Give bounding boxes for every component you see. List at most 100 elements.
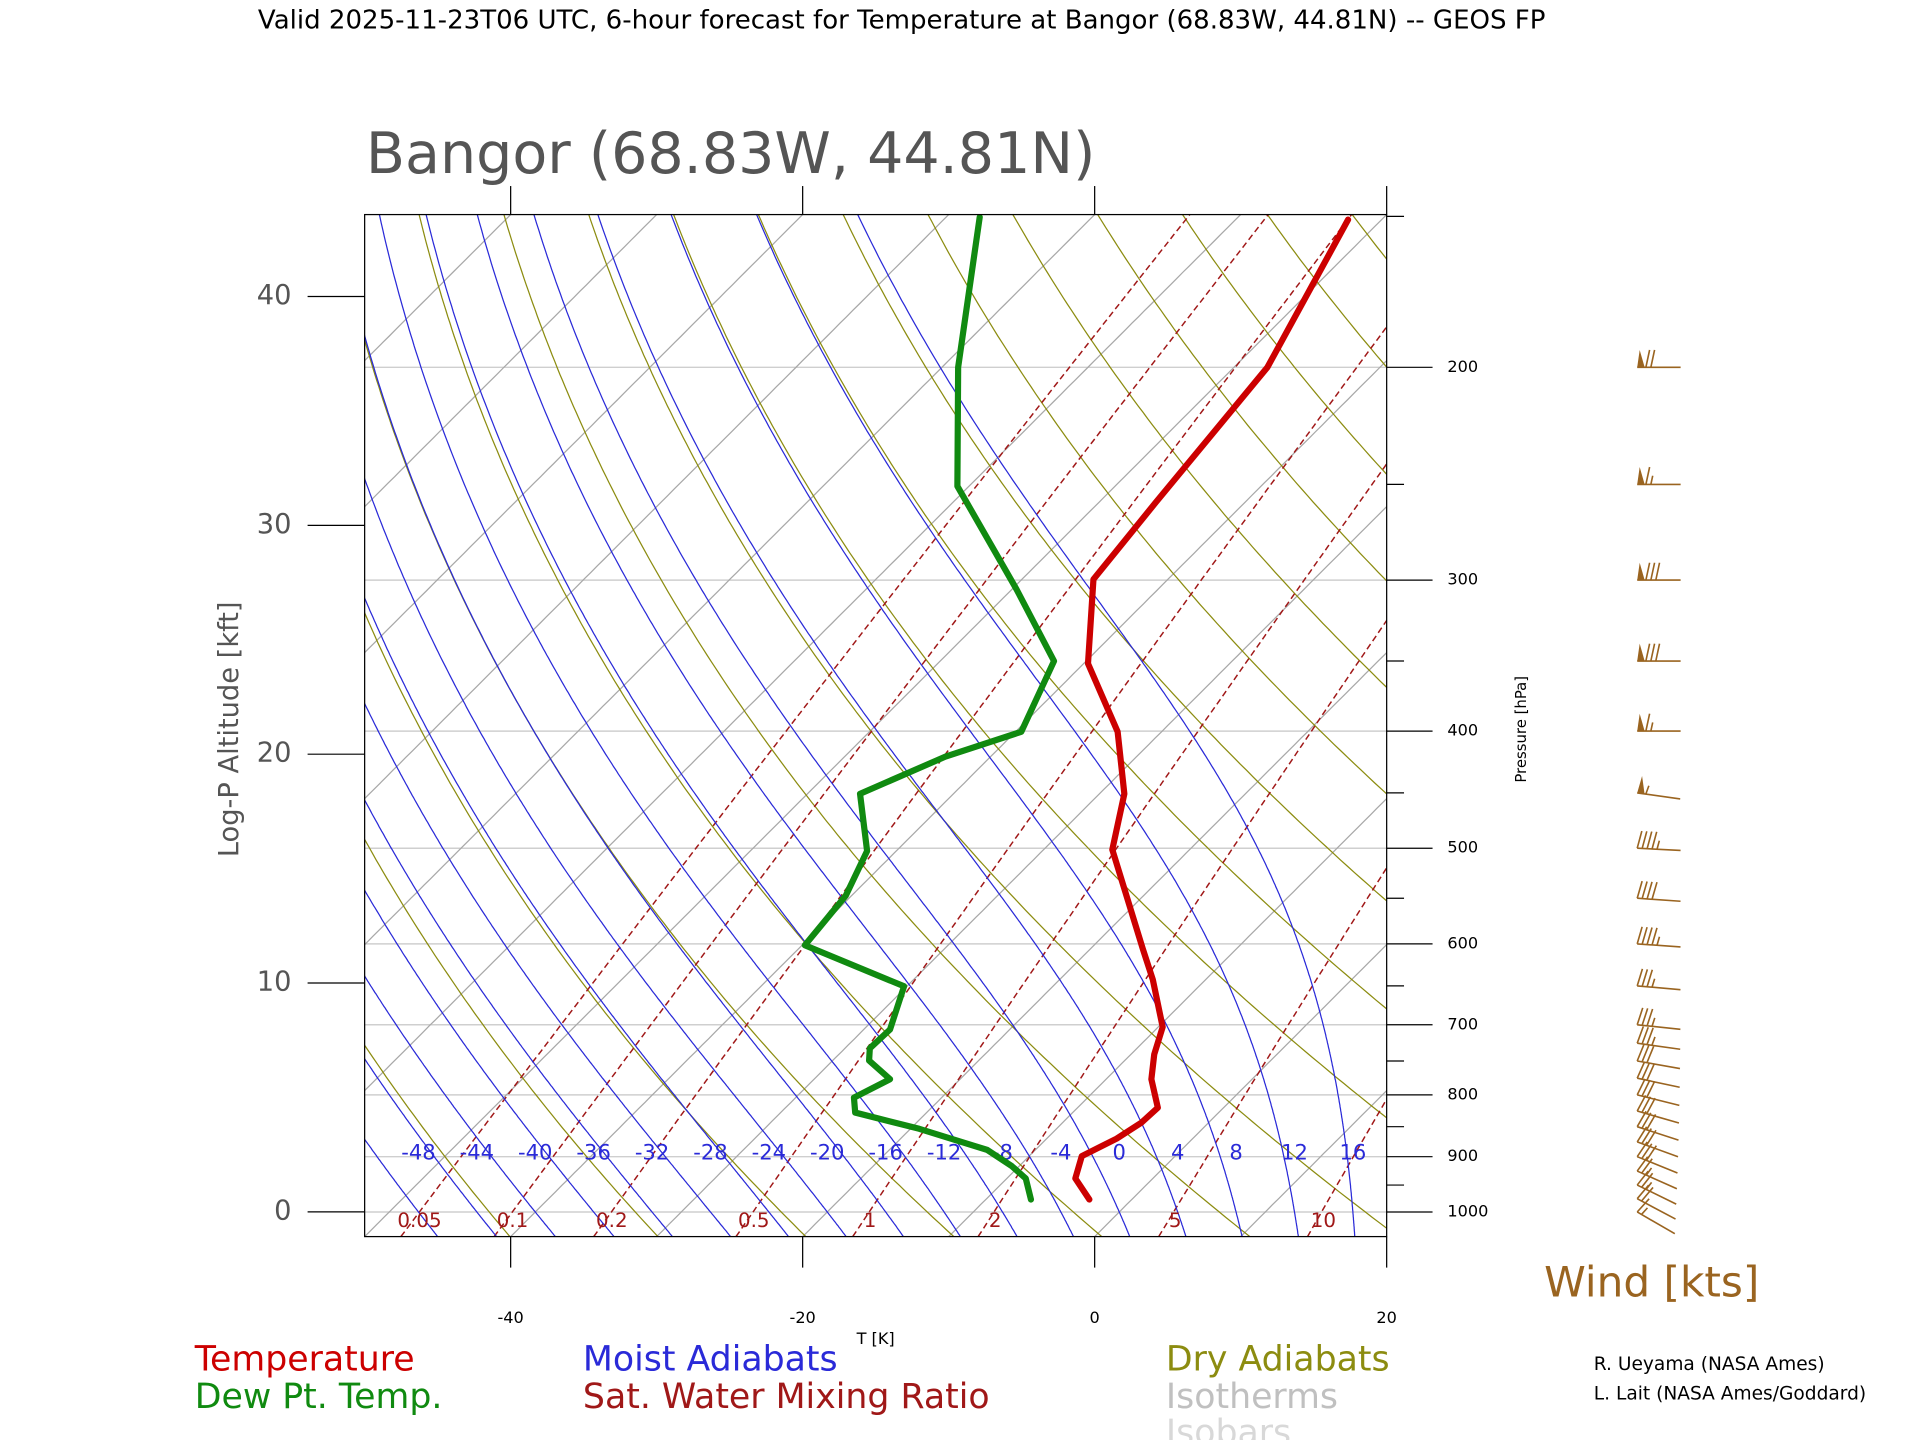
barb-full — [1641, 1158, 1653, 1174]
moist-adiabat-label: -48 — [401, 1139, 435, 1164]
barb-shaft — [1637, 985, 1681, 991]
wind-barb — [1636, 1094, 1680, 1124]
moist-adiabat-label: -40 — [518, 1139, 552, 1164]
dry-adiabat — [842, 214, 1387, 902]
mixing-ratio-label: 1 — [864, 1209, 877, 1232]
mixing-ratio-label: 5 — [1169, 1209, 1182, 1232]
mixing-ratio-line — [852, 462, 1387, 1237]
wind-barb — [1636, 880, 1681, 903]
dry-adiabat — [364, 1044, 511, 1237]
y-tick-label: 30 — [257, 509, 292, 540]
legend-entry: Dew Pt. Temp. — [195, 1377, 443, 1417]
moist-adiabat — [364, 596, 790, 1237]
dry-adiabat — [503, 214, 1251, 1237]
dry-adiabat — [1012, 214, 1387, 689]
dry-adiabat — [757, 214, 1387, 1010]
moist-adiabat-label: -4 — [1050, 1139, 1071, 1164]
barb-half — [1651, 1017, 1656, 1027]
barb-shaft — [1637, 792, 1681, 800]
mixing-ratio-label: 2 — [989, 1209, 1002, 1232]
barb-full — [1641, 969, 1649, 987]
y2-tick-label: 900 — [1447, 1146, 1478, 1165]
dry-adiabat — [364, 838, 659, 1237]
barb-full — [1641, 1062, 1651, 1080]
barb-full — [1655, 643, 1661, 662]
barb-half — [1650, 475, 1654, 485]
mixing-ratio-label: 0.1 — [497, 1209, 529, 1232]
barb-shaft — [1637, 1042, 1681, 1051]
barb-full — [1636, 1170, 1649, 1186]
barb-full — [1645, 713, 1651, 732]
y-tick-label: 0 — [274, 1195, 291, 1226]
wind-barb — [1636, 1007, 1681, 1031]
barb-full — [1636, 1156, 1649, 1172]
wind-barb — [1637, 643, 1681, 662]
y-tick-label: 40 — [257, 280, 292, 311]
profile-line — [1072, 216, 1352, 1203]
dry-adiabat — [418, 214, 1103, 1237]
wind-barb — [1637, 776, 1681, 800]
mixing-ratio-label: 10 — [1311, 1209, 1336, 1232]
mixing-ratio-line — [1158, 866, 1387, 1237]
barb-shaft — [1636, 1211, 1676, 1235]
moist-adiabat — [476, 214, 1075, 1237]
moist-adiabat-label: -20 — [810, 1139, 844, 1164]
barb-shaft — [1636, 1184, 1677, 1205]
barb-full — [1636, 1078, 1646, 1096]
barb-full — [1641, 1008, 1649, 1026]
barb-full — [1646, 1080, 1656, 1098]
moist-adiabat-label: -24 — [752, 1139, 786, 1164]
barb-full — [1641, 1045, 1650, 1063]
isotherm — [802, 651, 1387, 1237]
barb-full — [1651, 927, 1658, 946]
barb-shaft — [1636, 1125, 1679, 1141]
header: Valid 2025-11-23T06 UTC, 6-hour forecast… — [258, 6, 1546, 36]
moist-adiabat-label: -36 — [576, 1139, 610, 1164]
moist-adiabat — [597, 214, 1187, 1237]
wind-label: Wind [kts] — [1544, 1257, 1759, 1306]
barb-shaft — [1636, 1197, 1676, 1220]
isotherm — [364, 214, 1242, 1092]
barb-full — [1646, 881, 1653, 900]
barb-full — [1636, 1061, 1646, 1079]
background-lines — [364, 214, 1387, 1237]
barb-full — [1646, 1097, 1656, 1115]
barb-half — [1651, 1036, 1656, 1046]
x-tick-label: 0 — [1090, 1308, 1100, 1327]
x-tick-label: -40 — [497, 1308, 523, 1327]
barb-shaft — [1637, 1023, 1681, 1031]
barb-full — [1636, 1198, 1650, 1213]
mixing-ratio-line — [400, 214, 1191, 1237]
legend-entry: Temperature — [194, 1340, 415, 1380]
barb-full — [1641, 1079, 1651, 1097]
moist-adiabat — [670, 214, 1243, 1237]
wind-barb — [1636, 1026, 1681, 1051]
barb-full — [1636, 1026, 1645, 1044]
barb-full — [1645, 643, 1651, 662]
barb-pennant — [1637, 643, 1645, 662]
mixing-ratio-line — [735, 325, 1387, 1237]
barb-full — [1641, 1096, 1652, 1113]
y2-tick-label: 800 — [1447, 1084, 1478, 1103]
barb-half — [1656, 936, 1661, 946]
barb-full — [1650, 562, 1656, 581]
barb-pennant — [1637, 467, 1645, 485]
moist-adiabat-label: -16 — [868, 1139, 902, 1164]
dry-adiabat — [588, 214, 1387, 1230]
mixing-ratio-label: 0.05 — [397, 1209, 441, 1232]
barb-shaft — [1636, 1110, 1680, 1124]
wind-barb — [1636, 1198, 1676, 1235]
moist-adiabat-label: -44 — [460, 1139, 494, 1164]
y2-tick-label: 300 — [1447, 570, 1478, 589]
wind-barb — [1636, 1170, 1677, 1205]
barb-full — [1636, 1007, 1644, 1026]
mixing-ratio-line — [593, 214, 1353, 1237]
legend-entry: Moist Adiabats — [583, 1340, 838, 1380]
moist-adiabat — [364, 1138, 439, 1237]
mixing-ratio-line — [493, 214, 1269, 1237]
isotherm — [364, 214, 804, 654]
barb-pennant — [1637, 562, 1645, 581]
